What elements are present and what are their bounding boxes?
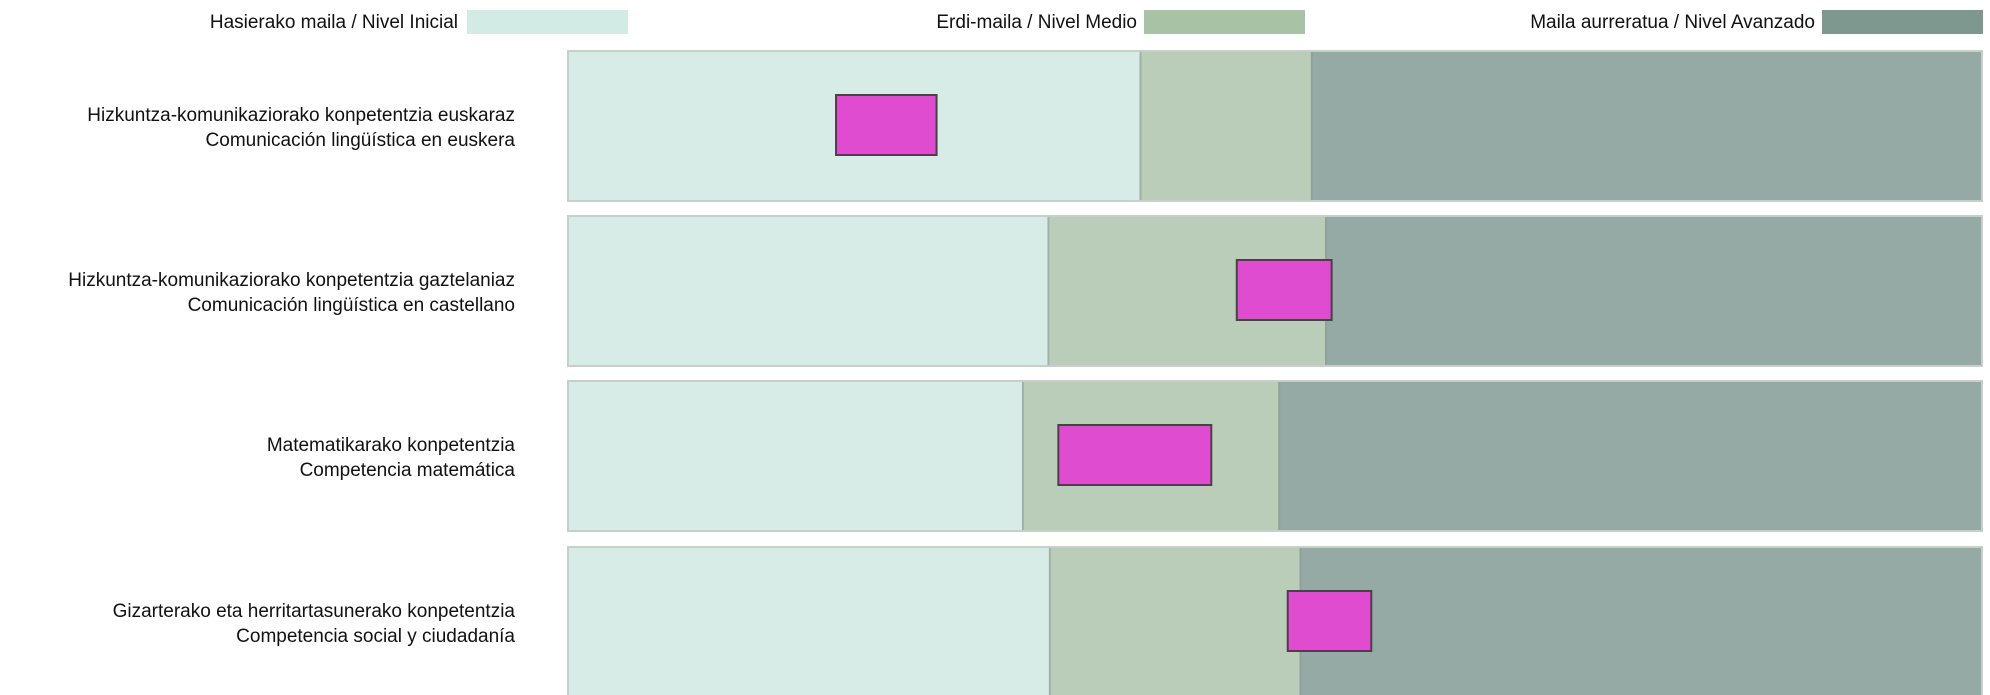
band-avanzado-0 <box>1311 52 1981 200</box>
legend-swatch-2 <box>1822 10 1983 34</box>
band-inicial-1 <box>569 217 1049 365</box>
legend-label-2: Maila aurreratua / Nivel Avanzado <box>1530 12 1815 33</box>
row-label-eu-1: Hizkuntza-komunikaziorako konpetentzia g… <box>68 270 515 291</box>
legend-swatch-1 <box>1144 10 1305 34</box>
row-label-es-0: Comunicación lingüística en euskera <box>206 130 516 151</box>
band-medio-3 <box>1049 548 1301 695</box>
legend-label-0: Hasierako maila / Nivel Inicial <box>210 12 458 33</box>
row-label-eu-2: Matematikarako konpetentzia <box>267 435 516 456</box>
result-marker-2 <box>1057 424 1213 486</box>
result-marker-1 <box>1235 259 1333 321</box>
row-label-eu-0: Hizkuntza-komunikaziorako konpetentzia e… <box>87 105 515 126</box>
result-marker-3 <box>1286 590 1373 652</box>
band-inicial-2 <box>569 382 1023 530</box>
band-inicial-3 <box>569 548 1050 695</box>
band-medio-0 <box>1140 52 1312 200</box>
band-avanzado-1 <box>1325 217 1981 365</box>
row-label-eu-3: Gizarterako eta herritartasunerako konpe… <box>113 601 516 622</box>
band-avanzado-3 <box>1300 548 1981 695</box>
row-label-es-2: Competencia matemática <box>300 460 516 481</box>
result-marker-0 <box>835 94 938 156</box>
legend-label-1: Erdi-maila / Nivel Medio <box>936 12 1137 33</box>
row-label-es-1: Comunicación lingüística en castellano <box>188 295 515 316</box>
legend-swatch-0 <box>467 10 628 34</box>
band-avanzado-2 <box>1279 382 1981 530</box>
row-label-es-3: Competencia social y ciudadanía <box>236 626 515 647</box>
